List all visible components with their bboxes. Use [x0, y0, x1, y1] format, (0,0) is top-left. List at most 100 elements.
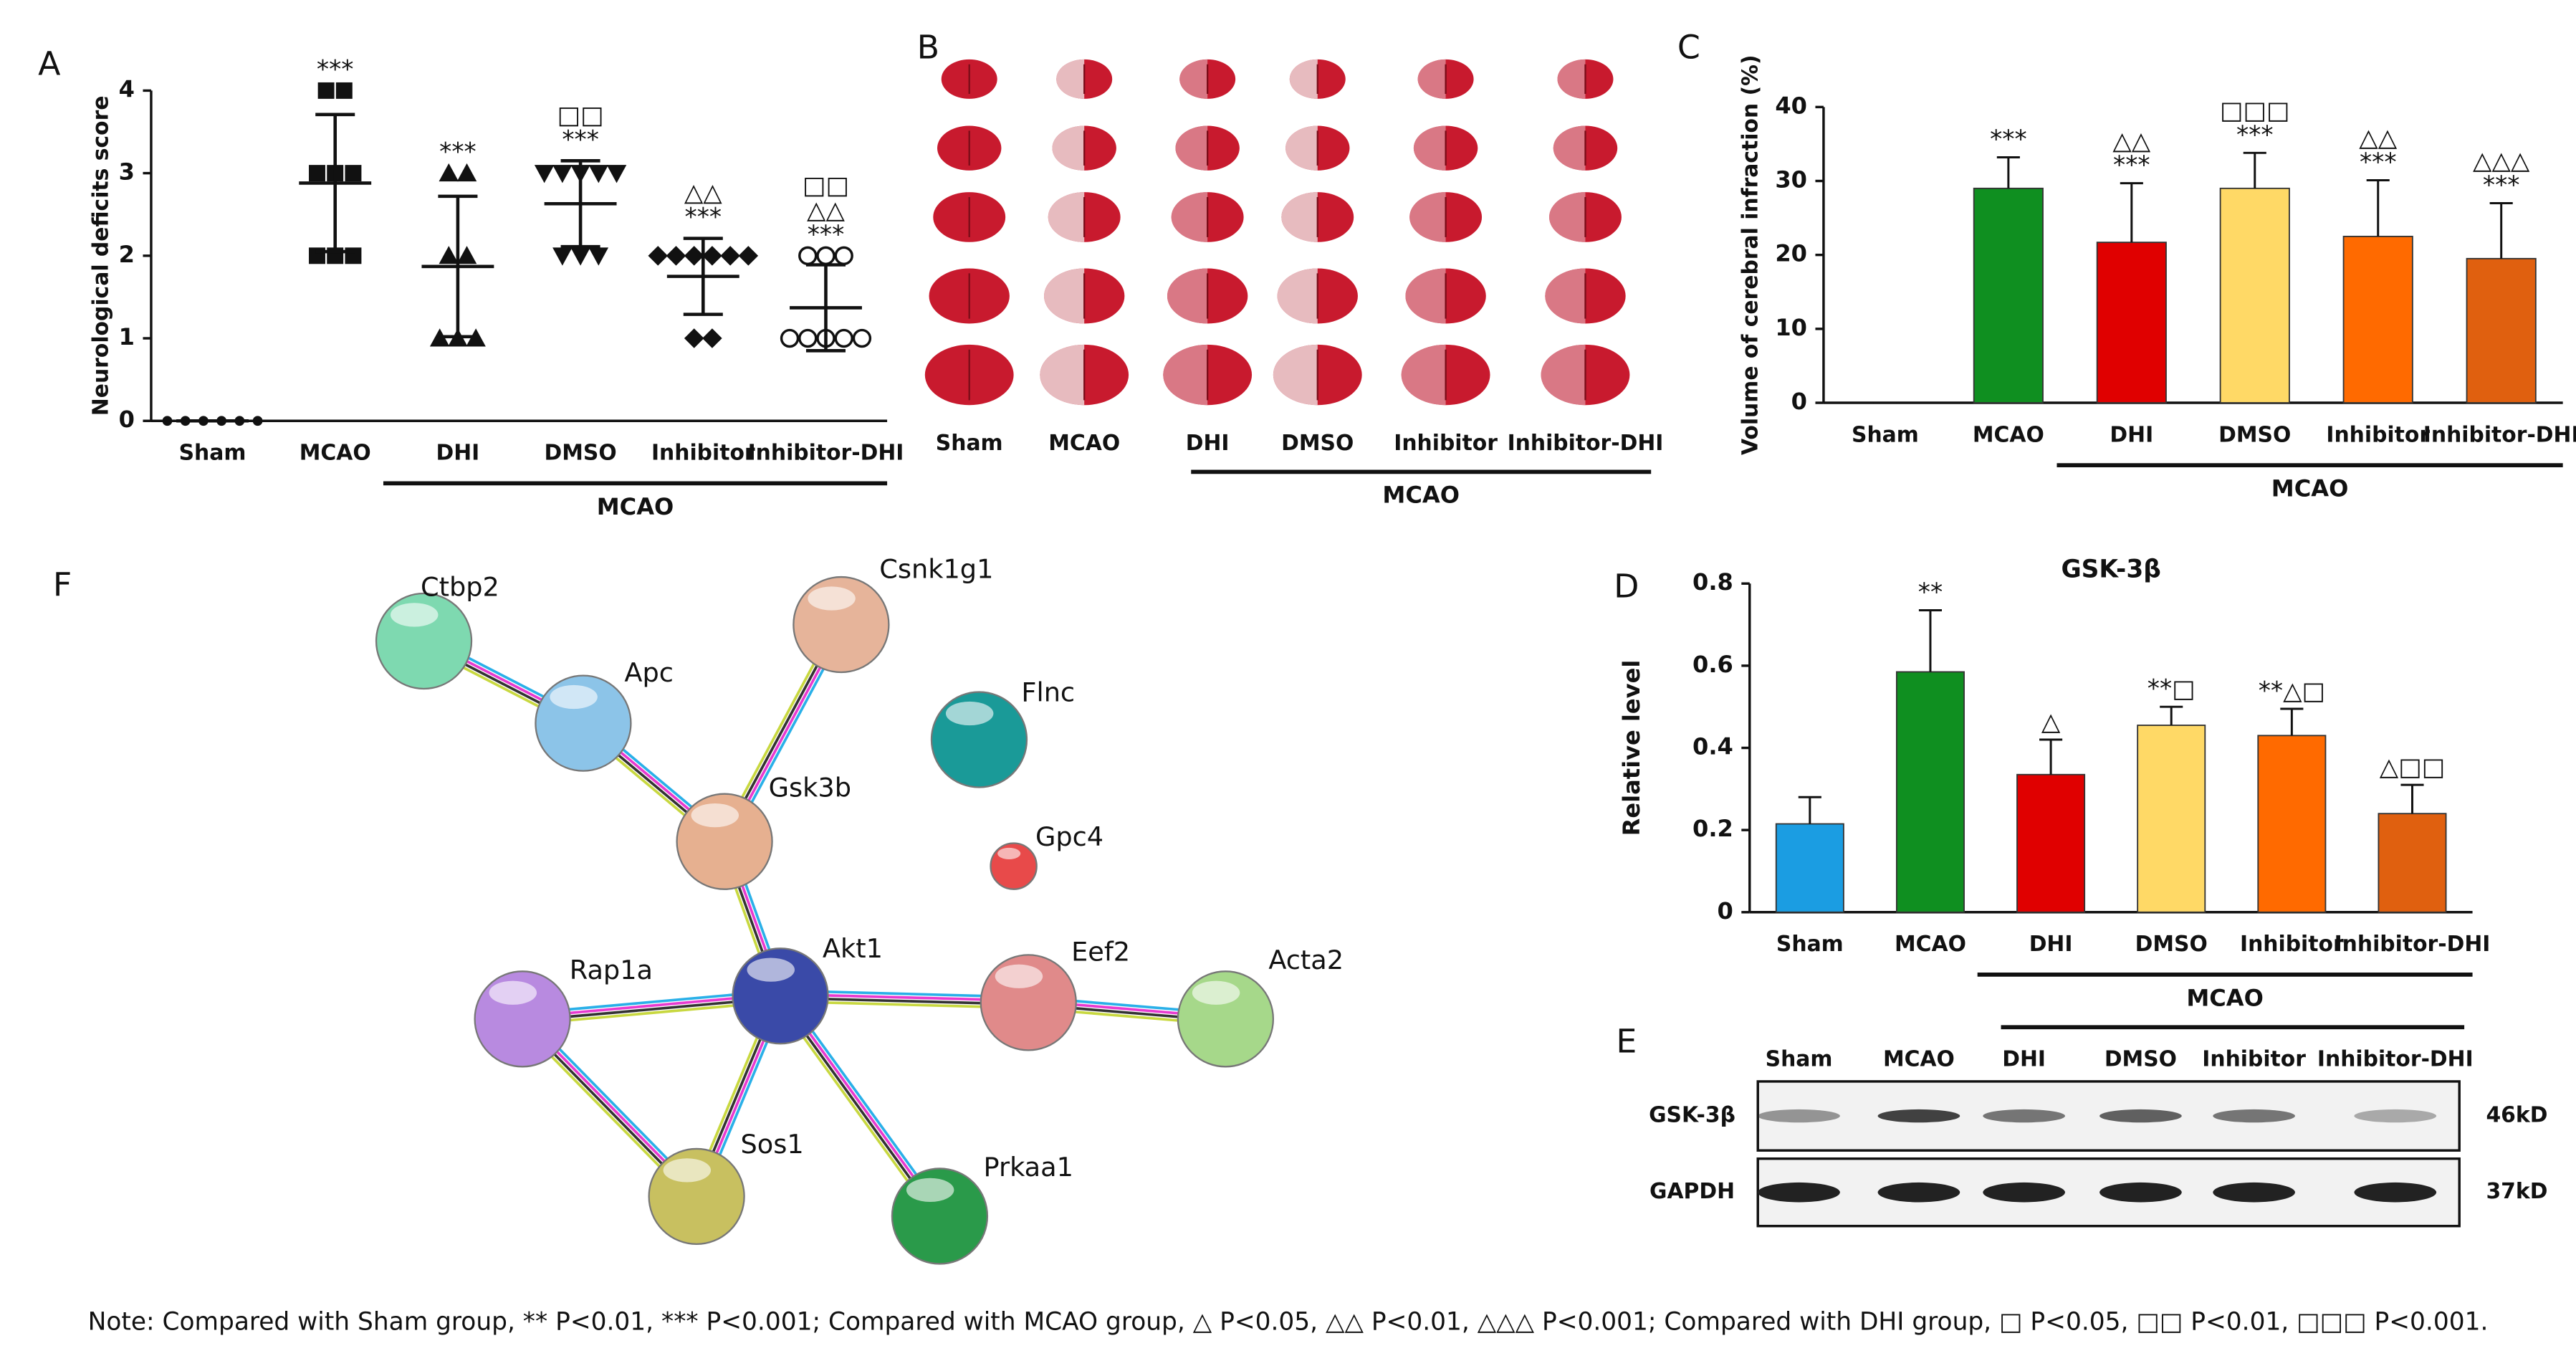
- panel-label: B: [917, 28, 939, 67]
- panel-label: D: [1614, 567, 1639, 606]
- y-axis-label: Relative level: [1618, 660, 1645, 836]
- infarct: [1545, 268, 1586, 324]
- bar: [1973, 187, 2044, 403]
- significance-label: ***: [2483, 171, 2520, 200]
- significance-label: △△: [2359, 124, 2397, 153]
- x-tick-label: MCAO: [1895, 932, 1966, 957]
- blot-band: [1877, 1109, 1960, 1123]
- y-tick-label: 0.8: [1692, 568, 1733, 596]
- bar: [2342, 235, 2413, 403]
- group-label: MCAO: [2271, 475, 2349, 502]
- group-label: MCAO: [2186, 984, 2264, 1011]
- lane-label: Inhibitor: [2202, 1047, 2306, 1072]
- point: [720, 246, 740, 266]
- error-bar: [315, 113, 355, 254]
- node-highlight: [663, 1158, 712, 1183]
- blot-band: [2354, 1182, 2437, 1203]
- node-label: Apc: [624, 657, 674, 688]
- panel-label: F: [53, 565, 72, 603]
- infarct: [1056, 59, 1085, 99]
- chart-title: GSK-3β: [2061, 555, 2160, 583]
- point: [834, 328, 853, 348]
- error-bar: [2489, 201, 2513, 259]
- row-label: GSK-3β: [1649, 1103, 1735, 1128]
- infarct: [1549, 192, 1586, 242]
- y-tick-label: 30: [1775, 166, 1807, 194]
- x-tick-label: DMSO: [545, 441, 617, 466]
- image-label: DMSO: [1281, 431, 1354, 456]
- node-label: Gsk3b: [769, 772, 851, 803]
- x-tick-label: DHI: [436, 441, 480, 466]
- bar: [1775, 823, 1844, 913]
- node-highlight: [997, 847, 1021, 859]
- error-bar: [2400, 783, 2424, 814]
- blot-band: [2354, 1109, 2437, 1123]
- bar: [2096, 242, 2167, 403]
- significance-label: △△: [684, 178, 722, 207]
- x-tick-label: DMSO: [2135, 932, 2208, 957]
- infarct: [1417, 59, 1446, 99]
- infarct: [1413, 125, 1446, 171]
- error-bar: [2366, 178, 2390, 237]
- node-highlight: [995, 964, 1043, 988]
- infarct: [1179, 59, 1208, 99]
- infarct: [1277, 268, 1318, 324]
- node-label: Gpc4: [1035, 821, 1103, 852]
- infarct: [1409, 192, 1446, 242]
- image-label: Inhibitor: [1394, 431, 1498, 456]
- node-highlight: [945, 701, 994, 726]
- infarct: [1557, 59, 1586, 99]
- point: [252, 416, 263, 426]
- lane-label: DHI: [2002, 1047, 2046, 1072]
- error-bar: [2039, 738, 2063, 775]
- y-tick-label: 40: [1775, 92, 1807, 119]
- significance-label: ***: [439, 138, 477, 167]
- significance-label: □□: [803, 171, 849, 200]
- infarct: [1273, 344, 1318, 406]
- bar: [2219, 187, 2290, 403]
- error-bar: [2160, 705, 2183, 725]
- infarct: [1167, 268, 1208, 324]
- error-bar: [2243, 151, 2266, 188]
- point: [684, 328, 704, 348]
- bar: [2378, 813, 2447, 913]
- significance-label: **□: [2148, 675, 2196, 704]
- point: [456, 163, 477, 182]
- point: [702, 246, 722, 266]
- x-tick-label: Sham: [1852, 422, 1919, 447]
- bar: [2257, 735, 2327, 913]
- node-highlight: [691, 803, 739, 828]
- infarct: [1401, 344, 1446, 406]
- node-label: Flnc: [1021, 677, 1075, 707]
- blot-band: [1983, 1109, 2065, 1123]
- blot-band: [1983, 1182, 2065, 1203]
- infarct: [1048, 192, 1085, 242]
- panel-label: E: [1616, 1022, 1637, 1061]
- y-tick-label: 2: [119, 241, 135, 268]
- y-tick-label: 10: [1775, 314, 1807, 341]
- point: [570, 247, 590, 266]
- x-tick-label: MCAO: [300, 441, 371, 466]
- panel-label: C: [1677, 28, 1700, 67]
- blot-band: [1758, 1109, 1840, 1123]
- blot-band: [2099, 1182, 2182, 1203]
- point: [702, 328, 722, 348]
- image-label: Sham: [936, 431, 1003, 456]
- point: [309, 165, 325, 182]
- y-tick-label: 20: [1775, 240, 1807, 267]
- significance-label: △: [2041, 708, 2061, 737]
- bar: [2466, 257, 2537, 403]
- point: [439, 246, 459, 264]
- infarct: [1285, 125, 1318, 171]
- node-highlight: [1192, 980, 1240, 1005]
- significance-label: ***: [317, 55, 354, 84]
- note: Note: Compared with Sham group, ** P<0.0…: [88, 1307, 2489, 1336]
- node-label: Rap1a: [570, 955, 653, 985]
- lane-label: Inhibitor-DHI: [2317, 1047, 2474, 1072]
- x-tick-label: Sham: [179, 441, 246, 466]
- bar: [2016, 773, 2086, 913]
- error-bar: [1918, 608, 1943, 672]
- node-label: Akt1: [823, 933, 883, 964]
- node-highlight: [390, 603, 439, 627]
- node-highlight: [489, 980, 537, 1005]
